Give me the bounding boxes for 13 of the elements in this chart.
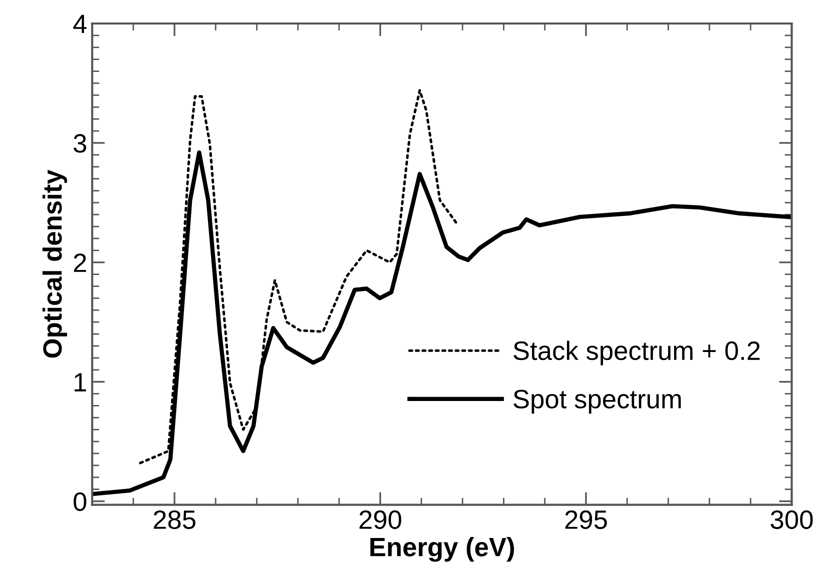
y-tick-label: 2 <box>74 253 86 272</box>
y-tick-label: 3 <box>74 134 86 153</box>
x-tick-label: 295 <box>565 510 607 530</box>
y-tick-label: 0 <box>74 492 86 512</box>
legend-label: Stack spectrum + 0.2 <box>514 340 760 366</box>
y-tick-label: 1 <box>74 373 86 392</box>
x-tick-label: 290 <box>360 510 402 530</box>
y-tick-label: 4 <box>73 14 87 34</box>
legend-label: Spot spectrum <box>514 390 681 414</box>
x-axis-title: Energy (eV) <box>370 537 514 562</box>
y-axis-title: Optical density <box>42 170 68 358</box>
x-tick-label: 285 <box>154 510 196 530</box>
x-tick-label: 300 <box>770 510 813 530</box>
